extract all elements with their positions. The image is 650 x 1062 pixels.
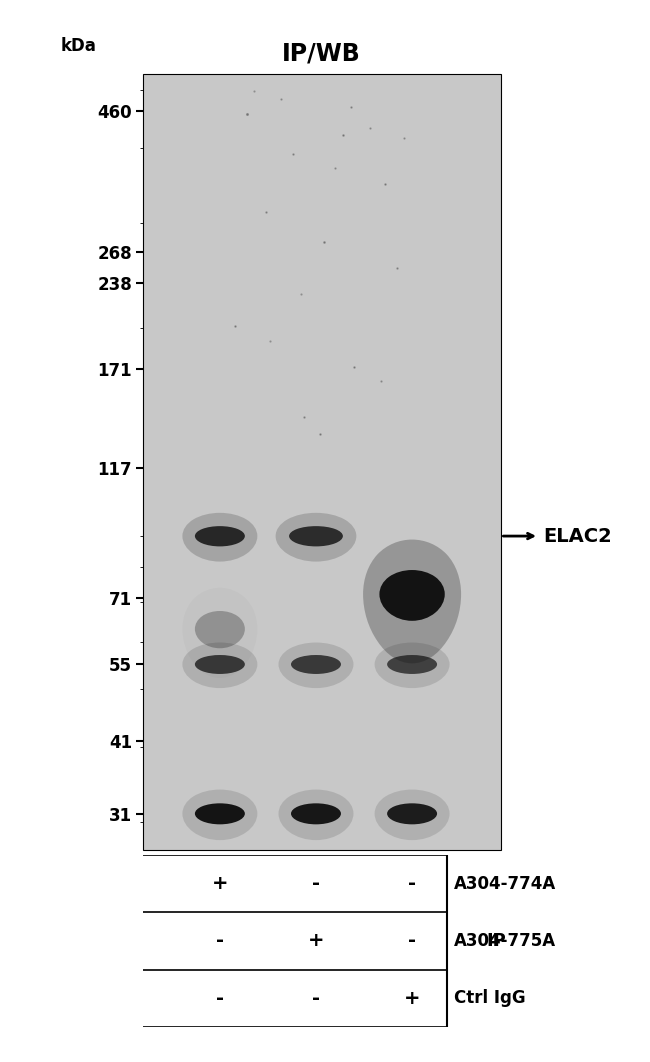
Ellipse shape <box>195 526 245 547</box>
Text: Ctrl IgG: Ctrl IgG <box>454 990 526 1007</box>
Ellipse shape <box>380 570 445 621</box>
Text: +: + <box>212 874 228 893</box>
Ellipse shape <box>195 611 245 648</box>
Ellipse shape <box>183 643 257 688</box>
Ellipse shape <box>374 643 450 688</box>
Ellipse shape <box>289 526 343 547</box>
Title: IP/WB: IP/WB <box>282 41 361 66</box>
Ellipse shape <box>291 803 341 824</box>
Ellipse shape <box>183 789 257 840</box>
Ellipse shape <box>363 539 461 664</box>
Text: -: - <box>312 874 320 893</box>
Text: -: - <box>312 989 320 1008</box>
Text: IP: IP <box>487 932 506 949</box>
Ellipse shape <box>183 513 257 562</box>
Text: -: - <box>216 931 224 950</box>
Ellipse shape <box>387 655 437 674</box>
Text: -: - <box>216 989 224 1008</box>
Ellipse shape <box>276 513 356 562</box>
Ellipse shape <box>291 655 341 674</box>
Ellipse shape <box>195 655 245 674</box>
Ellipse shape <box>387 803 437 824</box>
Text: A304-775A: A304-775A <box>454 932 556 949</box>
Ellipse shape <box>278 643 354 688</box>
Text: +: + <box>307 931 324 950</box>
Text: A304-774A: A304-774A <box>454 875 556 892</box>
Text: -: - <box>408 874 416 893</box>
Text: kDa: kDa <box>60 37 97 55</box>
Ellipse shape <box>278 789 354 840</box>
Text: ELAC2: ELAC2 <box>543 527 612 546</box>
Ellipse shape <box>195 803 245 824</box>
Ellipse shape <box>374 789 450 840</box>
Text: +: + <box>404 989 421 1008</box>
Text: -: - <box>408 931 416 950</box>
